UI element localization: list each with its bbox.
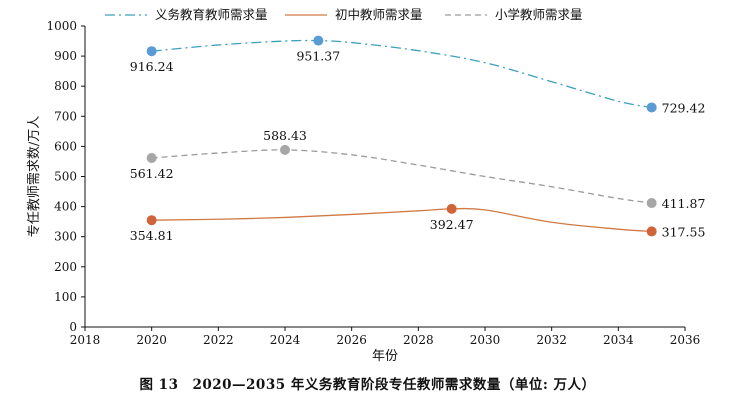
series-line-2 [151,207,652,233]
y-tick-label: 700 [54,109,77,123]
data-label: 317.55 [662,224,706,239]
x-tick-label: 2018 [70,333,101,347]
x-axis-title: 年份 [372,349,398,364]
x-tick-label: 2036 [670,333,701,347]
data-label: 916.24 [130,59,174,74]
x-tick-label: 2034 [603,333,634,347]
data-label: 354.81 [130,228,174,243]
y-tick-label: 300 [54,230,77,244]
data-point [146,153,157,164]
legend-label: 小学教师需求量 [495,7,583,22]
data-label: 561.42 [130,166,174,181]
x-tick-label: 2022 [203,333,234,347]
y-tick-label: 800 [54,79,77,93]
x-tick-label: 2032 [536,333,567,347]
data-point [280,144,290,155]
data-point [313,35,324,46]
line-chart: 0 100 200 300 400 500 600 700 800 900 1000 2018 2020… [26,7,706,364]
series-line-1 [151,39,652,109]
data-point [146,46,157,57]
series-line-3 [151,149,652,204]
y-tick-label: 200 [54,260,77,274]
x-tick-label: 2028 [403,333,434,347]
x-tick-label: 2020 [136,333,167,347]
legend-label: 初中教师需求量 [335,7,423,22]
data-label: 951.37 [296,49,340,64]
data-point [446,203,457,214]
y-tick-label: 100 [54,290,77,304]
legend-label: 义务教育教师需求量 [155,7,268,22]
x-tick-label: 2024 [270,333,301,347]
figure-caption: 图 13 2020—2035 年义务教育阶段专任教师需求数量（单位: 万人） [139,377,596,393]
y-axis-title: 专任教师需求数/万人 [26,116,42,237]
data-point [646,198,657,209]
data-label: 411.87 [662,196,706,211]
y-tick-label: 500 [54,170,77,184]
data-point [646,102,657,113]
data-point [646,226,657,237]
y-tick-label: 900 [54,49,77,63]
data-label: 729.42 [662,100,706,115]
y-tick-label: 600 [54,139,77,153]
x-tick-label: 2030 [470,333,501,347]
y-tick-label: 1000 [46,19,77,33]
data-point [146,215,157,226]
data-label: 588.43 [263,128,307,143]
y-tick-label: 400 [54,200,77,214]
data-label: 392.47 [430,217,474,232]
x-tick-label: 2026 [336,333,367,347]
y-tick-label: 0 [69,320,77,334]
